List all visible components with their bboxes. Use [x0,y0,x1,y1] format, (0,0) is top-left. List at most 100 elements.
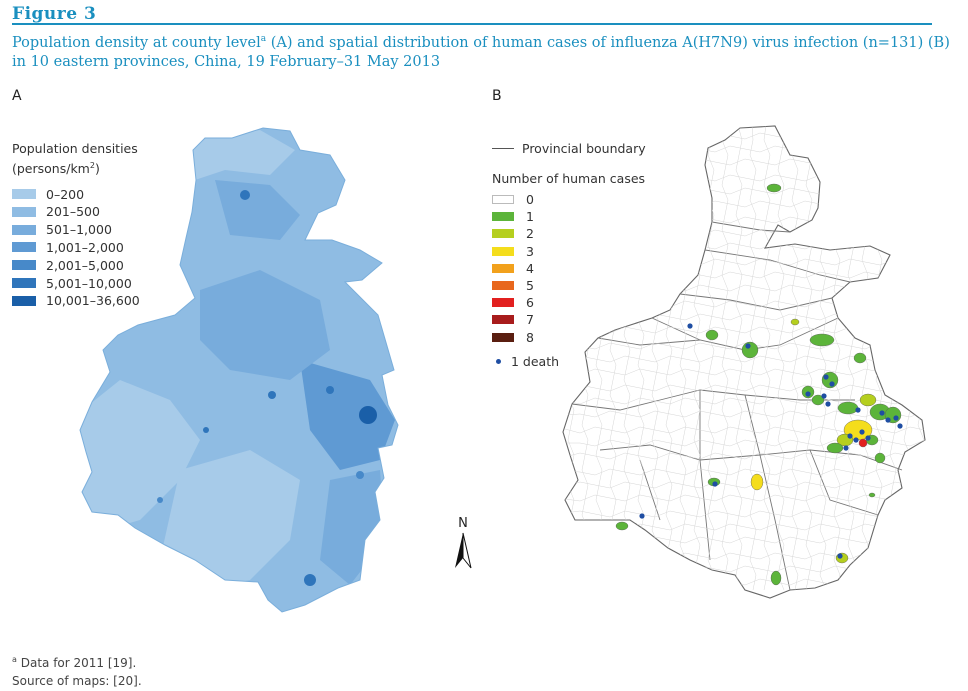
density-legend: Population densities (persons/km2) 0–200… [12,140,140,310]
county-line [735,126,743,591]
density-legend-swatch [12,242,36,253]
case-region [859,393,877,407]
county-line [564,468,925,476]
density-legend-swatch [12,206,36,217]
boundary-legend-label: Provincial boundary [522,140,646,156]
density-legend-item: 501–1,000 [12,221,140,239]
cases-legend-swatch [492,246,514,256]
density-region-northeast [215,180,300,240]
caption-part1: Population density at county level [12,34,261,51]
county-line [564,494,925,502]
density-region-central [200,270,330,380]
case-region [868,492,876,498]
density-legend-title-line1: Population densities [12,141,138,156]
death-marker [843,445,849,451]
figure-label: Figure 3 [12,4,97,24]
density-hotspot-6 [203,427,209,433]
density-legend-title-close: ) [94,161,100,177]
county-line [564,510,925,518]
density-region-west [80,380,200,540]
cases-legend-swatch [492,229,514,239]
cases-legend-label: 8 [526,329,534,345]
cases-legend-swatch [492,263,514,273]
case-region [858,438,868,448]
density-legend-item: 201–500 [12,203,140,221]
county-line [564,594,925,598]
cases-legend-item: 3 [492,243,646,260]
density-hotspot-3 [326,386,334,394]
boundary-legend-row: Provincial boundary [492,139,646,157]
density-hotspot-5 [304,574,316,586]
county-line [791,126,799,591]
death-marker [825,401,831,407]
county-line [777,126,785,591]
density-region-delta [300,360,395,470]
death-markers [639,323,903,559]
caption-part2: (A) and spatial distribution of human ca… [12,34,950,70]
county-line [564,410,925,418]
cases-legend-swatch [492,195,514,205]
north-arrow [455,532,472,569]
death-marker [829,381,835,387]
cases-legend-label: 7 [526,312,534,328]
county-line [917,126,925,591]
case-region [766,183,782,193]
density-legend-item: 1,001–2,000 [12,239,140,257]
case-region [853,352,867,364]
cases-legend: Provincial boundary Number of human case… [492,139,646,369]
panel-b-letter: B [492,88,502,104]
death-marker [885,417,891,423]
death-marker [855,407,861,413]
cases-legend-item: 1 [492,208,646,225]
panel-a-letter: A [12,88,22,104]
death-legend-label: 1 death [511,353,560,369]
county-line [564,368,925,376]
density-region-north [190,130,295,180]
cases-legend-item: 0 [492,191,646,208]
county-line [749,126,757,591]
cases-legend-label: 3 [526,243,534,259]
case-region [615,521,629,531]
density-legend-swatch [12,278,36,289]
figure-rule [12,23,932,25]
density-legend-swatch [12,295,36,306]
figure-notes: a Data for 2011 [19]. Source of maps: [2… [12,651,142,690]
density-legend-title-line2: (persons/km [12,161,90,177]
cases-legend-swatch [492,315,514,325]
cases-legend-label: 4 [526,260,534,276]
county-line [564,481,925,489]
cases-legend-label: 2 [526,226,534,242]
density-legend-swatch [12,189,36,200]
cases-legend-item: 7 [492,311,646,328]
cases-legend-item: 5 [492,277,646,294]
county-line [903,126,911,591]
density-legend-label: 0–200 [46,186,85,202]
north-arrow-left-half [455,533,463,568]
density-legend-item: 0–200 [12,185,140,203]
case-region [826,442,844,454]
death-legend-dot [496,358,501,364]
cases-legend-label: 1 [526,209,534,225]
density-hotspot-7 [157,497,163,503]
density-legend-swatch [12,224,36,235]
death-marker [823,374,829,380]
cases-legend-label: 6 [526,295,534,311]
county-line [763,126,771,591]
north-arrow-right-half [462,532,472,569]
death-marker [879,410,885,416]
density-hotspot-1 [359,406,377,424]
case-region [770,570,782,586]
death-marker [639,513,645,519]
death-marker [745,343,751,349]
north-label: N [458,516,468,531]
cases-legend-swatch [492,212,514,222]
density-hotspot-8 [356,471,364,479]
case-region [750,473,764,491]
death-marker [865,435,871,441]
density-legend-label: 501–1,000 [46,222,112,238]
cases-legend-swatch [492,281,514,291]
case-region [874,452,886,464]
density-legend-swatch [12,260,36,271]
